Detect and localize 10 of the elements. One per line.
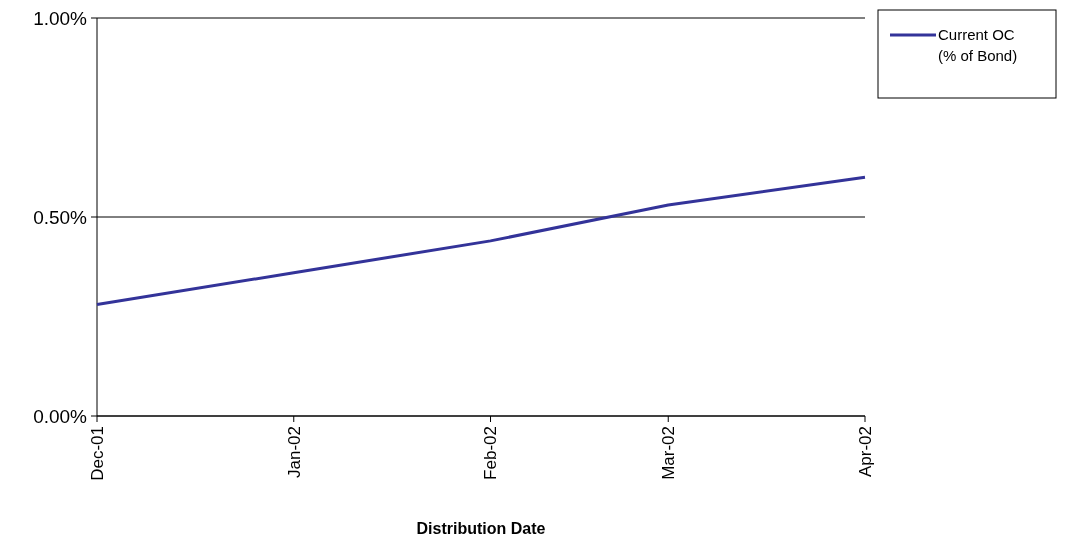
y-tick-label: 0.50%: [33, 206, 88, 228]
legend-label: Current OC (% of Bond): [938, 26, 1018, 65]
x-tick-label: Apr-02: [855, 426, 875, 478]
x-tick-label: Feb-02: [481, 426, 501, 480]
x-tick-label: Mar-02: [659, 426, 679, 480]
y-tick-label: 0.00%: [33, 405, 88, 427]
x-axis-title: Distribution Date: [416, 520, 546, 537]
y-tick-label: 1.00%: [33, 7, 88, 29]
x-tick-label: Dec-01: [87, 426, 107, 481]
x-tick-label: Jan-02: [284, 426, 304, 478]
